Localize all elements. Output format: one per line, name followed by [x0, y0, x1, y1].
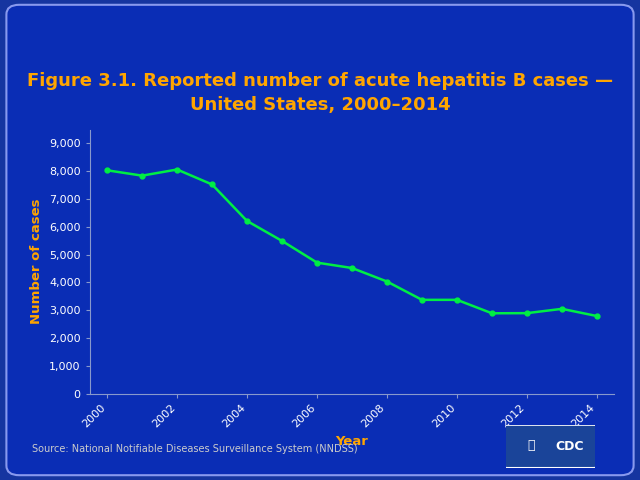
Text: CDC: CDC	[556, 440, 584, 453]
X-axis label: Year: Year	[335, 435, 369, 448]
Text: 🦅: 🦅	[527, 439, 534, 452]
FancyBboxPatch shape	[503, 425, 598, 468]
Y-axis label: Number of cases: Number of cases	[30, 199, 44, 324]
Text: Figure 3.1. Reported number of acute hepatitis B cases —
United States, 2000–201: Figure 3.1. Reported number of acute hep…	[27, 72, 613, 114]
Text: Source: National Notifiable Diseases Surveillance System (NNDSS): Source: National Notifiable Diseases Sur…	[32, 444, 358, 454]
